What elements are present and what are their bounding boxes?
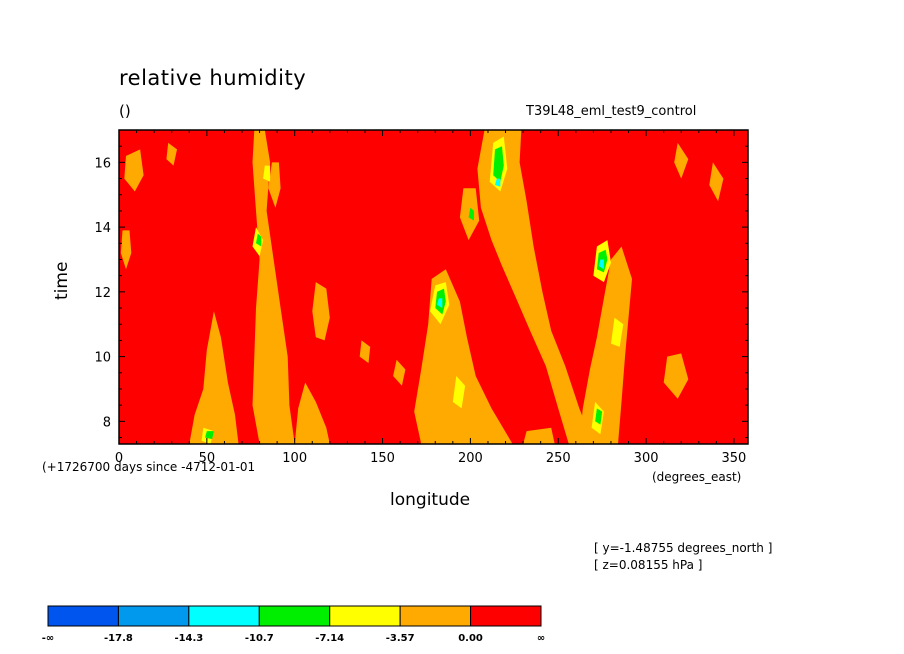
contour-patch-28 [256,233,262,247]
contour-patch-32 [595,408,603,425]
y-tick-label: 12 [94,286,111,301]
x-tick-label: 150 [370,451,395,466]
colorbar-swatch [258,605,331,627]
x-tick-label: 300 [634,451,659,466]
y-tick-label: 10 [94,351,111,366]
plot-frame [118,129,749,445]
contour-patch-11 [579,246,632,444]
contour-patch-3 [312,282,330,341]
contour-patch-15 [709,162,724,202]
contour-patch-0 [252,130,295,444]
contour-patch-26 [611,317,624,347]
contour-patch-5 [120,230,132,270]
colorbar-swatch [117,605,190,627]
colorbar-label: -17.8 [104,633,133,644]
contour-patch-2 [294,382,330,444]
y-tick-label: 8 [103,415,111,430]
contour-patch-35 [598,259,604,270]
colorbar-swatch [329,605,401,627]
contour-patch-16 [393,359,406,386]
time-offset-label: (+1726700 days since -4712-01-01 [42,460,256,474]
colorbar-label: -7.14 [315,633,344,644]
contour-patch-20 [263,165,271,182]
contour-patch-27 [205,431,214,440]
colorbar-swatch [47,605,119,627]
contour-patch-4 [189,311,239,444]
latitude-info: [ y=-1.48755 degrees_north ] [594,541,773,555]
run-label: T39L48_eml_test9_control [526,104,697,119]
x-axis-label: longitude [390,490,471,510]
colorbar-swatch [470,605,542,627]
colorbar-swatch [399,605,472,627]
contour-patch-13 [663,353,689,399]
level-info: [ z=0.08155 hPa ] [594,558,703,572]
contour-patch-17 [359,340,371,364]
contour-patch-12 [523,427,555,444]
x-tick-label: 0 [115,451,123,466]
colorbar-label: -∞ [42,633,54,644]
x-tick-label: 250 [546,451,571,466]
contour-patch-14 [674,142,689,179]
x-tick-label: 100 [282,451,307,466]
units-label: () [119,102,131,120]
colorbar-label: 0.00 [458,633,483,644]
contour-patch-30 [493,146,504,182]
x-units-label: (degrees_east) [652,470,742,484]
x-tick-label: 350 [722,451,747,466]
contour-patch-36 [495,178,501,187]
x-tick-label: 200 [458,451,483,466]
contour-patch-9 [477,130,594,444]
contour-patch-6 [124,149,144,192]
contour-patch-1 [268,162,281,208]
contour-patch-34 [437,298,443,308]
contour-patch-25 [452,376,466,409]
contour-patch-7 [166,142,177,166]
colorbar-label: ∞ [537,633,545,644]
y-tick-label: 16 [94,156,111,171]
colorbar-label: -3.57 [386,633,415,644]
colorbar-swatch [188,605,260,627]
chart-title: relative humidity [119,66,307,90]
y-tick-label: 14 [94,221,111,236]
colorbar-label: -10.7 [245,633,274,644]
x-tick-label: 50 [199,451,216,466]
contour-patch-33 [468,207,474,221]
colorbar-label: -14.3 [174,633,203,644]
